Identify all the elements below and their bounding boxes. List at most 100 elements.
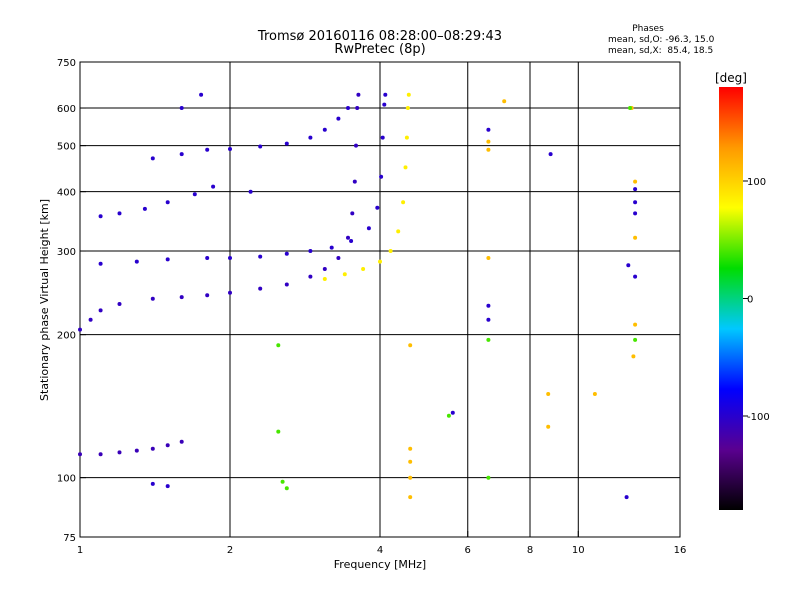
data-point (408, 343, 413, 348)
data-point (284, 486, 289, 491)
y-tick-label: 500 (57, 142, 76, 153)
data-point (205, 147, 210, 152)
data-point (258, 144, 263, 149)
y-tick-label: 100 (57, 474, 76, 485)
data-point (192, 192, 197, 197)
y-tick-label: 200 (57, 331, 76, 342)
data-point (349, 239, 354, 243)
data-point (408, 446, 413, 451)
trace (150, 106, 350, 161)
y-tick-label: 75 (63, 533, 76, 544)
data-point (408, 495, 413, 500)
data-point (258, 254, 263, 259)
data-point (165, 200, 170, 205)
data-point (633, 322, 638, 327)
data-point (486, 139, 491, 144)
data-point (383, 92, 388, 97)
data-point (117, 302, 122, 306)
data-point (548, 152, 553, 157)
data-point (396, 229, 401, 234)
grid-lines (80, 62, 680, 537)
data-point (199, 92, 204, 97)
x-tick-label: 4 (377, 545, 383, 556)
chart-title: Tromsø 20160116 08:28:00–08:29:43 (257, 29, 502, 44)
data-point (150, 446, 155, 451)
data-point (98, 452, 103, 457)
data-point (284, 251, 289, 256)
y-tick-label: 600 (57, 104, 76, 115)
trace (408, 99, 638, 500)
data-point (205, 256, 210, 260)
data-point (98, 214, 103, 219)
x-axis-ticks: 1 2 4 6 8 10 16 (77, 531, 686, 556)
data-point (346, 235, 350, 240)
data-point (258, 286, 263, 291)
data-point (450, 410, 455, 415)
trace (322, 92, 411, 281)
data-point (228, 256, 232, 260)
data-point (546, 424, 551, 429)
data-point (211, 184, 216, 189)
data-point (631, 354, 636, 359)
data-point (486, 147, 491, 152)
data-point (633, 211, 638, 216)
data-point (405, 106, 410, 110)
x-tick-label: 10 (572, 545, 585, 556)
data-point (179, 106, 184, 110)
data-point (375, 205, 380, 210)
data-point (350, 211, 355, 216)
data-point (633, 200, 638, 205)
data-point (408, 459, 413, 464)
data-point (150, 481, 155, 486)
data-point (446, 413, 451, 418)
data-point (486, 317, 491, 322)
data-point (78, 327, 82, 332)
data-point (322, 277, 327, 281)
data-point (98, 308, 103, 313)
data-point (546, 392, 551, 396)
data-point (628, 106, 632, 110)
data-point (408, 475, 413, 480)
colorbar (719, 87, 743, 510)
data-point (403, 165, 408, 170)
data-point (150, 156, 155, 161)
data-point (352, 179, 357, 184)
data-point (486, 475, 491, 480)
data-point (276, 429, 281, 434)
data-point (379, 174, 384, 179)
data-point (486, 303, 491, 308)
stats-x-line: mean, sd,X: 85.4, 18.5 (608, 46, 713, 56)
data-point (308, 274, 313, 279)
data-point (633, 179, 638, 184)
data-point (633, 337, 638, 342)
trace (150, 92, 638, 500)
data-point (336, 116, 341, 121)
data-point (280, 479, 285, 484)
data-point (380, 135, 385, 140)
x-tick-label: 1 (77, 545, 83, 556)
data-point (378, 259, 382, 264)
data-point (165, 257, 170, 262)
data-point (88, 317, 93, 322)
y-tick-label: 400 (57, 188, 76, 199)
data-point (205, 293, 210, 298)
stats-o-line: mean, sd,O: -96.3, 15.0 (608, 35, 715, 45)
data-point (633, 187, 638, 192)
data-point (361, 267, 366, 271)
data-point (336, 256, 341, 260)
data-point (404, 135, 409, 140)
data-point (98, 261, 103, 266)
y-axis-ticks: 75 100 200 300 400 500 600 750 (57, 58, 86, 544)
data-point (401, 200, 406, 205)
data-point (165, 484, 170, 489)
colorbar-label: [deg] (715, 71, 747, 85)
data-point (117, 211, 122, 216)
data-point (179, 295, 184, 300)
colorbar-ticks: 100 0 -100 (743, 177, 770, 423)
data-point (633, 235, 638, 240)
x-tick-label: 6 (465, 545, 471, 556)
x-axis-label: Frequency [MHz] (334, 558, 426, 571)
y-tick-label: 750 (57, 58, 76, 69)
data-point (388, 249, 393, 253)
